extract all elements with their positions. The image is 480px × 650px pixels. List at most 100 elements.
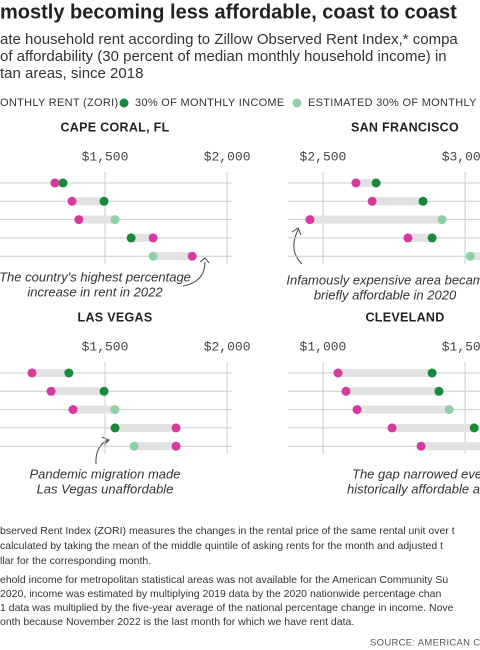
dot bbox=[469, 423, 479, 433]
legend-label: 30% OF MONTHLY INCOME bbox=[135, 97, 285, 109]
dot bbox=[434, 386, 444, 396]
dot bbox=[46, 386, 56, 396]
dot bbox=[74, 215, 84, 225]
annotation: Las Vegas unaffordable bbox=[37, 481, 174, 496]
footnote: ehold income for metropolitan statistica… bbox=[0, 574, 448, 586]
annotation: The gap narrowed eve bbox=[352, 466, 480, 481]
annotation: Pandemic migration made bbox=[29, 466, 180, 481]
arrow-head bbox=[199, 257, 210, 264]
panel-title: SAN FRANCISCO bbox=[351, 120, 459, 134]
x-tick-label: $1,500 bbox=[82, 339, 129, 354]
range-bar bbox=[78, 215, 116, 224]
dot bbox=[352, 405, 362, 415]
dot bbox=[427, 368, 437, 378]
footnote: 2020, income was estimated by multiplyin… bbox=[0, 588, 441, 600]
x-tick-label: $1,000 bbox=[300, 339, 347, 354]
dot bbox=[333, 368, 343, 378]
annotation: The country's highest percentage bbox=[0, 269, 191, 284]
range-bar bbox=[73, 405, 116, 414]
dot bbox=[367, 196, 377, 206]
dot bbox=[110, 215, 120, 225]
dot bbox=[126, 233, 136, 243]
arrow-head bbox=[101, 436, 110, 446]
x-tick-label: $1,500 bbox=[442, 339, 480, 354]
subtitle: tan areas, since 2018 bbox=[0, 65, 143, 82]
legend-label: ESTIMATED 30% OF MONTHLY I bbox=[308, 97, 480, 109]
x-tick-label: $3,000 bbox=[442, 149, 480, 164]
dot bbox=[99, 196, 109, 206]
dot bbox=[129, 441, 139, 451]
dot bbox=[110, 405, 120, 415]
range-bar bbox=[372, 197, 424, 206]
range-bar bbox=[134, 442, 177, 451]
panel-title: LAS VEGAS bbox=[78, 310, 153, 324]
dot bbox=[427, 233, 437, 243]
dot bbox=[67, 196, 77, 206]
range-bar bbox=[407, 233, 433, 242]
range-bar bbox=[345, 387, 439, 396]
range-bar bbox=[392, 423, 475, 432]
dot bbox=[305, 215, 315, 225]
footnote: 1 data was multiplied by the five-year a… bbox=[0, 602, 454, 614]
range-bar bbox=[421, 442, 480, 451]
legend-swatch bbox=[119, 98, 129, 108]
source: SOURCE: AMERICAN COMMUNI bbox=[370, 638, 480, 649]
panel-title: CLEVELAND bbox=[365, 310, 444, 324]
dot bbox=[387, 423, 397, 433]
x-tick-label: $2,500 bbox=[300, 149, 347, 164]
range-bar bbox=[153, 252, 193, 261]
arrow bbox=[293, 229, 303, 265]
arrow bbox=[182, 261, 206, 287]
arrow-head bbox=[291, 227, 302, 236]
range-bar bbox=[338, 369, 433, 377]
dot bbox=[99, 386, 109, 396]
footnote: onth because November 2022 is the last m… bbox=[0, 616, 354, 628]
annotation: Infamously expensive area becam bbox=[286, 272, 480, 287]
arrows bbox=[95, 227, 303, 465]
panel-title: CAPE CORAL, FL bbox=[60, 120, 169, 134]
dot bbox=[371, 178, 381, 188]
annotation: briefly affordable in 2020 bbox=[314, 287, 457, 302]
dot bbox=[416, 441, 426, 451]
footnote: llar for the corresponding month. bbox=[0, 555, 151, 567]
arrow bbox=[95, 439, 109, 465]
x-tick-label: $2,000 bbox=[204, 149, 251, 164]
dot bbox=[58, 178, 68, 188]
legend-label: ONTHLY RENT (ZORI) bbox=[0, 97, 118, 109]
dot bbox=[148, 251, 158, 261]
subtitle: of affordability (30 percent of median m… bbox=[0, 48, 447, 65]
range-bar bbox=[72, 197, 105, 206]
dot bbox=[437, 215, 447, 225]
dot bbox=[148, 233, 158, 243]
range-bar bbox=[131, 233, 154, 242]
dot bbox=[27, 368, 37, 378]
dot bbox=[444, 405, 454, 415]
legend-swatch bbox=[292, 98, 302, 108]
range-bar bbox=[309, 215, 443, 224]
title: mostly becoming less affordable, coast t… bbox=[0, 1, 457, 23]
subtitle: ate household rent according to Zillow O… bbox=[0, 31, 458, 48]
dot bbox=[68, 405, 78, 415]
dot bbox=[418, 196, 428, 206]
range-bar bbox=[31, 369, 69, 377]
dot bbox=[64, 368, 74, 378]
dot bbox=[171, 441, 181, 451]
dot bbox=[403, 233, 413, 243]
dot bbox=[341, 386, 351, 396]
range-bar bbox=[355, 179, 377, 187]
range-bar bbox=[115, 423, 177, 432]
annotation: increase in rent in 2022 bbox=[27, 284, 163, 299]
dot bbox=[110, 423, 120, 433]
annotation: historically affordable a bbox=[347, 481, 480, 496]
range-bar bbox=[51, 387, 105, 396]
range-bar bbox=[357, 405, 450, 414]
dot bbox=[187, 251, 197, 261]
footnote: bserved Rent Index (ZORI) measures the c… bbox=[0, 525, 455, 537]
dot bbox=[351, 178, 361, 188]
dot bbox=[50, 178, 60, 188]
x-tick-label: $1,500 bbox=[82, 149, 129, 164]
range-bar bbox=[470, 252, 480, 261]
footnote: calculated by taking the mean of the mid… bbox=[0, 540, 443, 552]
x-tick-label: $2,000 bbox=[204, 339, 251, 354]
